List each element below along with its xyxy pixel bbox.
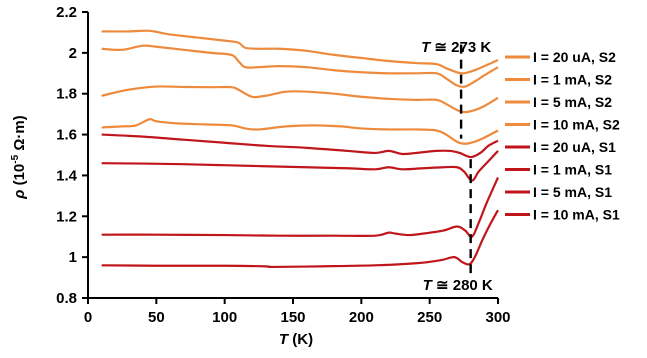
- x-axis-label: T (K): [279, 331, 313, 348]
- y-axis-ticks: 0.8 1 1.2 1.4 1.6 1.8 2 2.2: [56, 4, 88, 307]
- legend-label-5: I = 20 uA, S1: [533, 139, 616, 155]
- x-tick-label: 300: [485, 309, 510, 326]
- legend-label-8: I = 10 mA, S1: [533, 207, 620, 223]
- x-tick-label: 50: [148, 309, 165, 326]
- x-axis-label-var: T: [279, 331, 290, 348]
- y-axis-label-var: ρ: [11, 190, 28, 200]
- x-tick-label: 150: [280, 309, 305, 326]
- annotation-layer: T ≅ 273 KT ≅ 280 K: [421, 39, 493, 294]
- legend-label-4: I = 10 mA, S2: [533, 117, 620, 133]
- legend-label-1: I = 20 uA, S2: [533, 49, 616, 65]
- series-line-8: [101, 209, 499, 269]
- y-tick-label: 1.6: [56, 127, 77, 144]
- y-axis-label: ρ (10-5 Ω·m): [10, 115, 28, 199]
- y-tick-label: 2.2: [56, 4, 77, 21]
- x-tick-label: 100: [212, 309, 237, 326]
- legend-label-2: I = 1 mA, S2: [533, 72, 612, 88]
- annotation-label-rest: ≅ 280 K: [432, 277, 493, 294]
- series-line-4: [101, 118, 499, 145]
- annotation-label-2: T ≅ 280 K: [423, 277, 493, 294]
- x-tick-label: 200: [349, 309, 374, 326]
- annotation-label-1: T ≅ 273 K: [421, 39, 491, 56]
- series-line-6: [101, 150, 499, 182]
- y-axis-label-unit-post: Ω·m): [11, 115, 28, 155]
- x-tick-label: 250: [417, 309, 442, 326]
- y-tick-label: 2: [69, 45, 77, 62]
- series-line-7: [101, 177, 500, 238]
- legend: I = 20 uA, S2 I = 1 mA, S2 I = 5 mA, S2 I =…: [505, 49, 620, 223]
- series-line-2: [101, 44, 499, 88]
- x-tick-label: 0: [84, 309, 92, 326]
- annotation-label-var: T: [421, 39, 432, 56]
- y-tick-label: 1.8: [56, 86, 77, 103]
- series-line-3: [101, 85, 499, 114]
- annotation-label-var: T: [423, 277, 434, 294]
- y-tick-label: 1.4: [56, 167, 78, 184]
- y-axis-label-unit-pre: (10: [11, 164, 28, 190]
- series-layer: [101, 29, 500, 269]
- legend-label-6: I = 1 mA, S1: [533, 162, 612, 178]
- series-line-5: [101, 133, 499, 159]
- legend-label-7: I = 5 mA, S1: [533, 184, 612, 200]
- annotation-label-rest: ≅ 273 K: [430, 39, 491, 56]
- series-line-1: [101, 29, 499, 75]
- x-axis-label-unit: (K): [288, 331, 313, 348]
- y-tick-label: 1.2: [56, 208, 77, 225]
- x-axis-ticks: 0 50 100 150 200 250 300: [84, 298, 511, 326]
- y-tick-label: 0.8: [56, 290, 77, 307]
- y-axis-label-exponent: -5: [10, 154, 21, 163]
- legend-label-3: I = 5 mA, S2: [533, 94, 612, 110]
- y-tick-label: 1: [69, 249, 77, 266]
